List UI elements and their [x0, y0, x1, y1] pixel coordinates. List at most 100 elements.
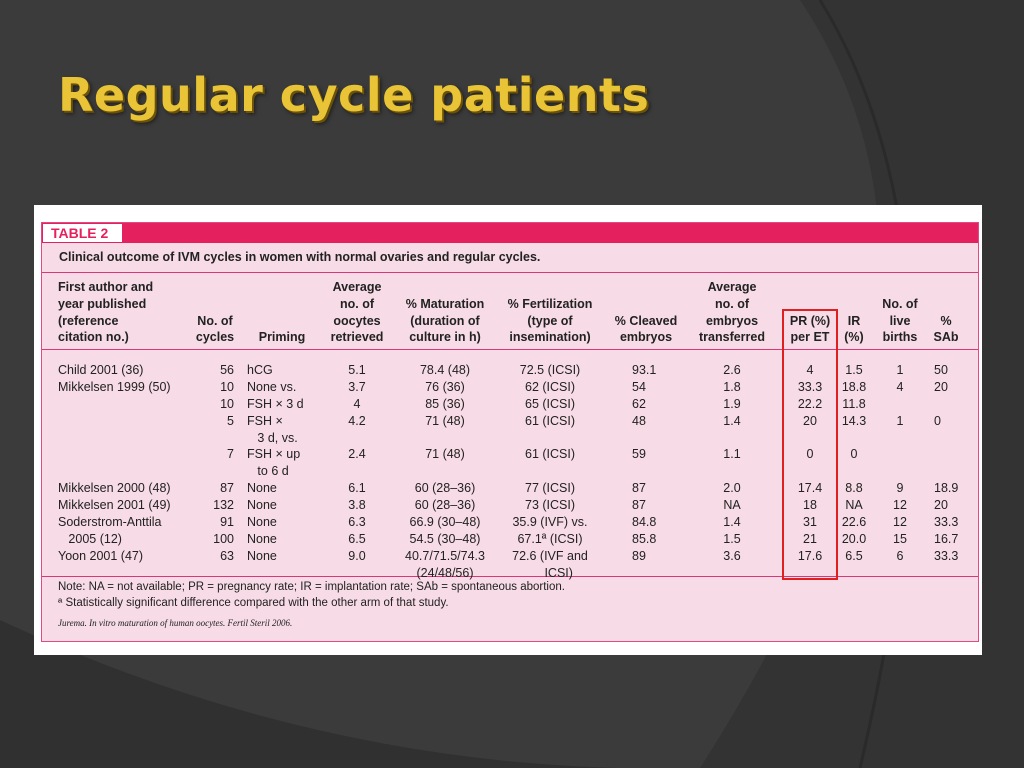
cell-priming: None — [247, 532, 277, 546]
column-header-pr: PR (%) per ET — [789, 313, 831, 345]
cell-transf: 1.1 — [723, 447, 741, 461]
table-header-bar — [42, 223, 978, 243]
cell-transf: 1.4 — [723, 515, 741, 529]
column-header-births: No. of live births — [882, 296, 918, 345]
cell-sab: 20 — [934, 380, 948, 394]
cell-oocytes: 3.8 — [348, 498, 366, 512]
cell-oocytes: 2.4 — [348, 447, 366, 461]
cell-ir: 0 — [850, 447, 858, 461]
cell-cycles: 5 — [227, 414, 234, 428]
column-header-oocytes: Average no. of oocytes retrieved — [330, 280, 384, 345]
cell-transf: 3.6 — [723, 549, 741, 563]
cell-pr: 21 — [803, 532, 817, 546]
cell-author: 2005 (12) — [58, 532, 122, 546]
cell-fert: 61 (ICSI) — [524, 414, 576, 428]
cell-oocytes: 6.5 — [348, 532, 366, 546]
table-rule-top — [42, 272, 978, 273]
column-header-fert: % Fertilization (type of insemination) — [507, 296, 593, 345]
cell-mat: 54.5 (30–48) — [409, 532, 481, 546]
cell-cleaved: 54 — [632, 380, 646, 394]
cell-sab: 0 — [934, 414, 941, 428]
cell-transf: 1.5 — [723, 532, 741, 546]
table-caption: Clinical outcome of IVM cycles in women … — [59, 250, 541, 264]
cell-births: 1 — [896, 414, 904, 428]
cell-ir: 6.5 — [845, 549, 863, 563]
cell-mat: 71 (48) — [425, 447, 465, 461]
cell-fert: 65 (ICSI) — [524, 397, 576, 411]
cell-cleaved: 48 — [632, 414, 646, 428]
cell-mat: 40.7/71.5/74.3 (24/48/56) — [405, 549, 485, 580]
cell-transf: 2.6 — [723, 363, 741, 377]
cell-pr: 20 — [803, 414, 817, 428]
cell-cleaved: 84.8 — [632, 515, 657, 529]
cell-births: 6 — [896, 549, 904, 563]
cell-oocytes: 5.1 — [348, 363, 366, 377]
cell-mat: 60 (28–36) — [414, 481, 476, 495]
column-header-ir: IR (%) — [844, 313, 864, 345]
cell-cycles: 100 — [213, 532, 234, 546]
cell-mat: 60 (28–36) — [414, 498, 476, 512]
table-note: Note: NA = not available; PR = pregnancy… — [58, 581, 565, 593]
cell-author: Yoon 2001 (47) — [58, 549, 144, 563]
column-header-cleaved: % Cleaved embryos — [614, 313, 678, 345]
cell-author: Child 2001 (36) — [58, 363, 144, 377]
column-header-author: First author and year published (referen… — [58, 280, 154, 345]
column-header-mat: % Maturation (duration of culture in h) — [405, 296, 485, 345]
cell-fert: 73 (ICSI) — [524, 498, 576, 512]
cell-cleaved: 62 — [632, 397, 646, 411]
cell-transf: 2.0 — [723, 481, 741, 495]
cell-ir: 11.8 — [842, 397, 866, 411]
cell-sab: 33.3 — [934, 549, 959, 563]
cell-fert: 77 (ICSI) — [524, 481, 576, 495]
cell-ir: 22.6 — [841, 515, 867, 529]
cell-transf: 1.4 — [723, 414, 741, 428]
cell-births: 1 — [896, 363, 904, 377]
cell-priming: hCG — [247, 363, 273, 377]
cell-births: 4 — [896, 380, 904, 394]
cell-priming: FSH × 3 d, vs. — [247, 414, 298, 445]
cell-births: 9 — [896, 481, 904, 495]
cell-cycles: 7 — [227, 447, 234, 461]
cell-fert: 72.6 (IVF and ICSI) — [512, 549, 588, 580]
cell-priming: None — [247, 498, 277, 512]
cell-ir: 14.3 — [841, 414, 867, 428]
cell-pr: 0 — [806, 447, 814, 461]
cell-sab: 33.3 — [934, 515, 959, 529]
cell-oocytes: 6.3 — [348, 515, 366, 529]
cell-cleaved: 87 — [632, 481, 646, 495]
cell-cycles: 87 — [220, 481, 234, 495]
cell-author: Soderstrom-Anttila — [58, 515, 162, 529]
cell-mat: 76 (36) — [425, 380, 465, 394]
cell-mat: 71 (48) — [425, 414, 465, 428]
cell-pr: 18 — [803, 498, 817, 512]
cell-oocytes: 9.0 — [348, 549, 366, 563]
cell-pr: 17.4 — [797, 481, 823, 495]
cell-oocytes: 4 — [353, 397, 361, 411]
cell-fert: 35.9 (IVF) vs. — [512, 515, 588, 529]
table-source: Jurema. In vitro maturation of human ooc… — [58, 618, 293, 628]
cell-pr: 33.3 — [797, 380, 823, 394]
cell-ir: 18.8 — [841, 380, 867, 394]
cell-cycles: 132 — [213, 498, 234, 512]
cell-cycles: 63 — [220, 549, 234, 563]
cell-cleaved: 93.1 — [632, 363, 657, 377]
column-header-priming: Priming — [258, 330, 306, 345]
slide-title: Regular cycle patients — [58, 68, 650, 122]
cell-fert: 62 (ICSI) — [524, 380, 576, 394]
pr-column-highlight — [782, 309, 838, 580]
cell-priming: FSH × up to 6 d — [247, 447, 301, 478]
cell-oocytes: 4.2 — [348, 414, 366, 428]
cell-fert: 67.1ª (ICSI) — [517, 532, 583, 546]
cell-oocytes: 6.1 — [348, 481, 366, 495]
cell-cycles: 56 — [220, 363, 234, 377]
cell-transf: 1.9 — [723, 397, 741, 411]
table-image: TABLE 2 Clinical outcome of IVM cycles i… — [34, 205, 982, 655]
column-header-transf: Average no. of embryos transferred — [699, 280, 765, 345]
cell-sab: 16.7 — [934, 532, 959, 546]
cell-cycles: 91 — [220, 515, 234, 529]
cell-pr: 4 — [806, 363, 814, 377]
cell-sab: 18.9 — [934, 481, 959, 495]
cell-cleaved: 89 — [632, 549, 646, 563]
column-header-cycles: No. of cycles — [195, 313, 235, 345]
table-footnote: ª Statistically significant difference c… — [58, 597, 449, 609]
